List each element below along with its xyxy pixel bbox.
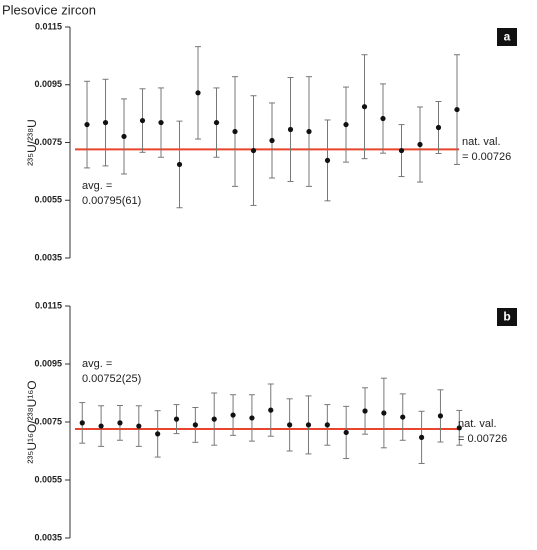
annotation: avg. = [82, 358, 112, 370]
point [361, 104, 368, 110]
point [287, 126, 294, 133]
point [211, 416, 217, 422]
y-tick-label: 0.0115 [35, 21, 62, 31]
point [287, 422, 293, 428]
y-tick-label: 0.0115 [35, 300, 62, 310]
reference-label: = 0.00726 [462, 151, 511, 163]
point [155, 431, 161, 437]
point [102, 119, 109, 126]
point [158, 119, 164, 126]
point [79, 420, 85, 426]
point [343, 121, 349, 128]
y-tick-label: 0.0095 [34, 79, 62, 89]
y-axis-label: ²³⁵U/²³⁸U [25, 119, 39, 166]
point [173, 416, 180, 422]
point [232, 128, 238, 135]
point [306, 128, 312, 135]
y-tick-label: 0.0035 [34, 252, 62, 262]
panel-label: a [504, 30, 511, 44]
y-tick-label: 0.0095 [34, 358, 62, 368]
point [456, 425, 462, 431]
reference-label: nat. val. [462, 136, 501, 148]
panel-label: b [503, 310, 510, 324]
point [324, 157, 331, 164]
point [435, 124, 442, 131]
y-tick-label: 0.0055 [34, 195, 62, 205]
point [362, 408, 368, 414]
point [213, 119, 220, 126]
point [380, 115, 386, 122]
panel-label-box [497, 308, 517, 326]
point [98, 423, 104, 429]
point [192, 422, 198, 428]
point [84, 121, 90, 128]
reference-label: nat. val. [458, 418, 497, 430]
point [268, 407, 274, 413]
reference-label: = 0.00726 [458, 433, 507, 445]
point [305, 422, 312, 428]
point [117, 420, 123, 426]
annotation: 0.00795(61) [82, 195, 141, 207]
y-tick-label: 0.0075 [34, 137, 62, 147]
y-axis-label: ²³⁵U¹⁶O/²³⁸U¹⁶O [25, 380, 39, 463]
y-tick-label: 0.0075 [34, 416, 62, 426]
figure-title: Plesovice zircon [2, 2, 96, 17]
y-tick-label: 0.0055 [34, 474, 62, 484]
point [454, 106, 460, 113]
point [417, 141, 423, 148]
point [139, 117, 146, 124]
point [269, 137, 275, 144]
point [121, 133, 127, 140]
annotation: avg. = [82, 180, 112, 192]
point [343, 429, 349, 436]
y-tick-label: 0.0035 [34, 532, 62, 542]
point [381, 410, 387, 416]
point [324, 422, 330, 428]
point [230, 412, 236, 418]
point [418, 434, 425, 440]
point [400, 414, 406, 420]
point [195, 90, 201, 96]
point [398, 147, 405, 154]
panel-label-box [497, 28, 517, 46]
annotation: 0.00752(25) [82, 373, 141, 385]
point [437, 413, 444, 419]
point [249, 415, 255, 421]
point [250, 147, 257, 154]
point [176, 161, 183, 168]
point [136, 423, 142, 429]
